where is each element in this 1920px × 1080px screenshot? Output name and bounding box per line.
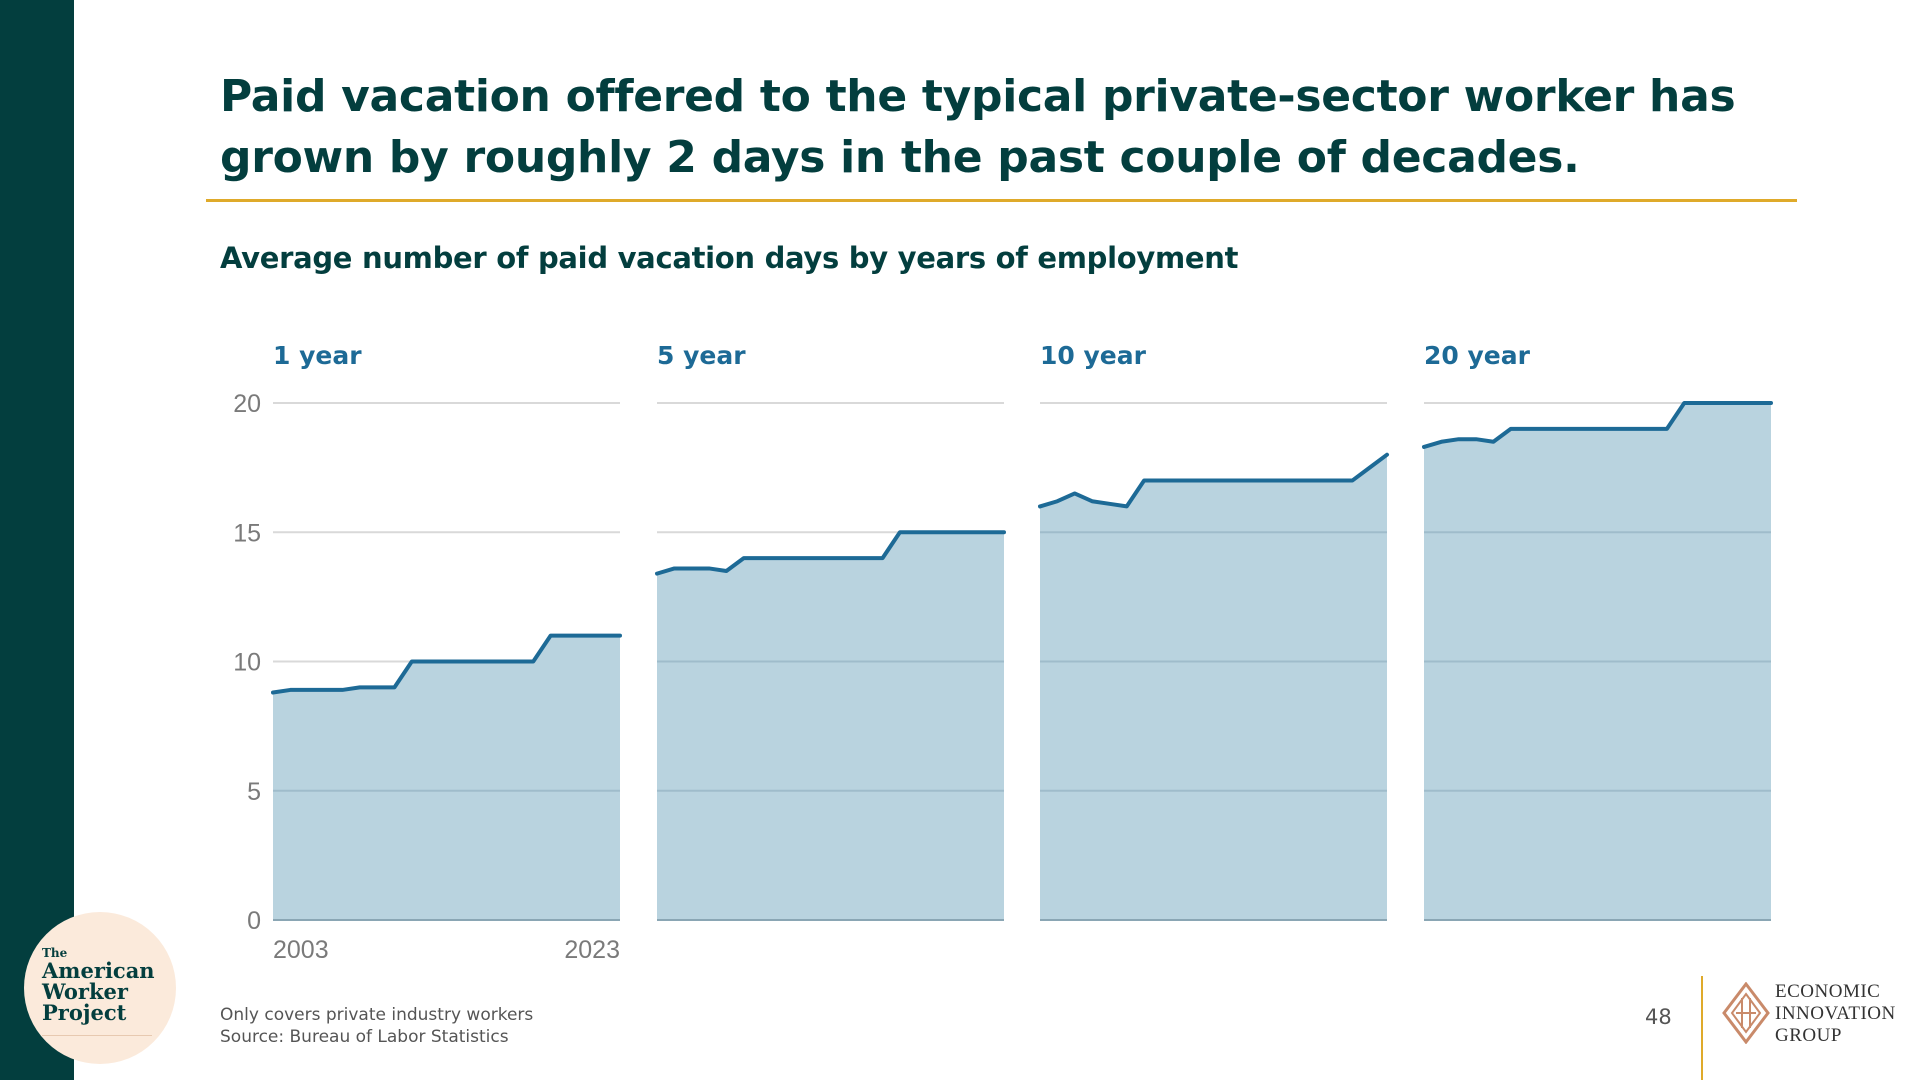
y-tick-label: 15 [233, 519, 261, 547]
panel-title: 20 year [1424, 341, 1531, 370]
awp-logo-the: The [42, 946, 68, 960]
eig-logo-line3: GROUP [1775, 1025, 1842, 1046]
x-tick-label: 2023 [564, 936, 620, 964]
eig-diamond-icon [1722, 982, 1770, 1044]
awp-logo-underline [42, 1035, 152, 1036]
series-line [271, 633, 622, 695]
awp-logo-american: American [42, 958, 155, 983]
series-area [273, 635, 620, 920]
y-tick-label: 20 [233, 390, 261, 418]
footnote: Only covers private industry workers Sou… [220, 1004, 533, 1048]
footer-divider [1701, 976, 1703, 1080]
eig-logo-text: ECONOMIC INNOVATION GROUP [1775, 981, 1896, 1047]
series-area [1040, 454, 1387, 920]
awp-logo: The American Worker Project [42, 946, 155, 1023]
y-tick-label: 10 [233, 649, 261, 677]
headline-divider [206, 199, 1797, 202]
x-tick-label: 2003 [273, 936, 329, 964]
awp-logo-worker: Worker [42, 979, 128, 1004]
panel-title: 10 year [1040, 341, 1147, 370]
series-line [1038, 452, 1389, 509]
slide-headline: Paid vacation offered to the typical pri… [220, 71, 1736, 183]
left-accent-bar [0, 0, 74, 1080]
series-area [657, 532, 1004, 920]
footnote-source: Source: Bureau of Labor Statistics [220, 1027, 509, 1047]
awp-logo-circle [24, 912, 176, 1064]
eig-logo-line1: ECONOMIC [1775, 981, 1881, 1002]
y-tick-label: 5 [247, 778, 261, 806]
y-tick-label: 0 [247, 907, 261, 935]
series-line [1422, 401, 1773, 449]
footnote-coverage: Only covers private industry workers [220, 1005, 534, 1025]
chart-subtitle: Average number of paid vacation days by … [220, 241, 1239, 275]
awp-logo-project: Project [42, 1000, 127, 1025]
panel-title: 1 year [273, 341, 362, 370]
series-line [655, 530, 1006, 576]
eig-logo-line2: INNOVATION [1775, 1003, 1896, 1024]
panel-title: 5 year [657, 341, 746, 370]
page-number: 48 [1645, 1005, 1672, 1029]
